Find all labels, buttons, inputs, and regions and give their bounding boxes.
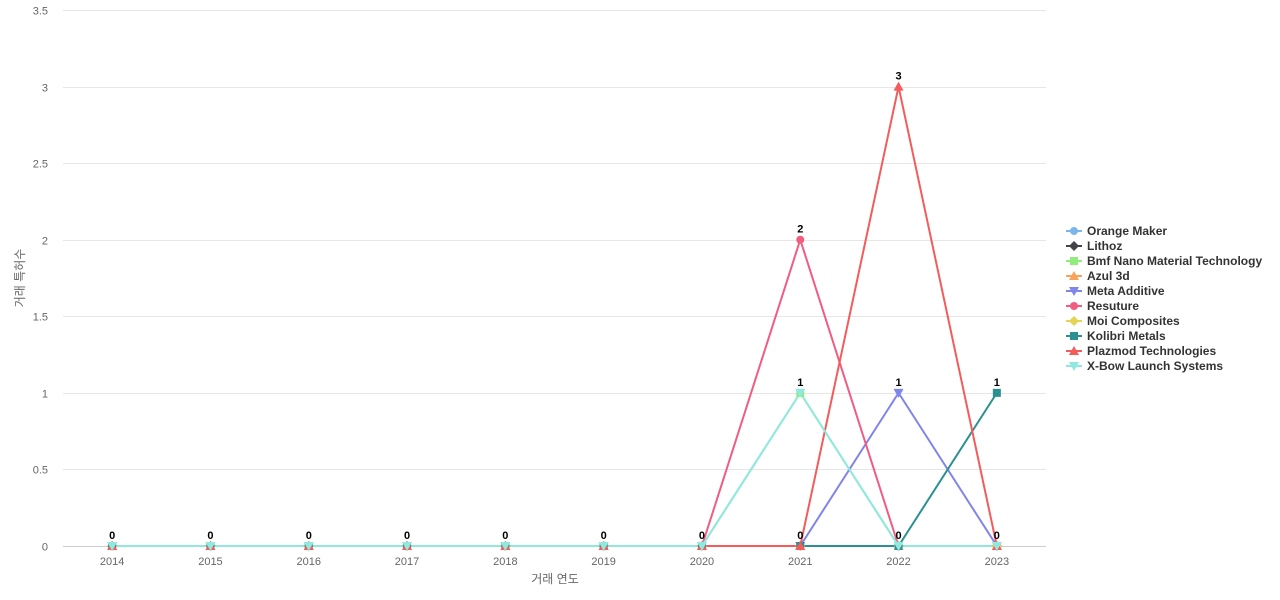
data-label: 1 [797, 377, 803, 389]
y-tick-label: 1 [42, 389, 48, 401]
y-axis-title: 거래 특허수 [13, 249, 27, 308]
data-label: 0 [207, 530, 213, 542]
y-tick-label: 0 [42, 542, 48, 554]
legend-marker [1070, 302, 1078, 310]
x-tick-label: 2016 [297, 556, 321, 568]
x-tick-label: 2019 [591, 556, 615, 568]
legend-label: Plazmod Technologies [1087, 344, 1216, 358]
legend-label: Azul 3d [1087, 269, 1130, 283]
legend-item: Azul 3d [1066, 269, 1130, 283]
series-lines [112, 85, 998, 547]
legend-marker [1069, 346, 1079, 355]
x-tick-label: 2017 [395, 556, 419, 568]
data-label: 2 [797, 224, 803, 236]
x-axis-ticks: 2014 2015 2016 2017 2018 2019 2020 2021 2022 2023 [100, 556, 1009, 568]
x-tick-label: 2018 [493, 556, 517, 568]
data-label: 0 [404, 530, 410, 542]
legend-item: Plazmod Technologies [1066, 344, 1216, 358]
x-tick-label: 2023 [985, 556, 1009, 568]
x-tick-label: 2015 [198, 556, 222, 568]
data-label: 0 [797, 530, 803, 542]
legend-marker [1070, 257, 1078, 265]
x-tick-label: 2021 [788, 556, 812, 568]
data-label: 0 [502, 530, 508, 542]
series-markers [107, 81, 1002, 551]
data-point [893, 81, 904, 91]
x-tick-label: 2014 [100, 556, 124, 568]
data-point [893, 388, 904, 398]
data-point [107, 542, 118, 551]
data-point [598, 542, 609, 551]
data-point [991, 542, 1002, 551]
legend-marker [1069, 271, 1079, 280]
data-point [795, 541, 806, 550]
data-point [696, 542, 707, 551]
legend-label: Meta Additive [1087, 284, 1165, 298]
series-line-9 [112, 391, 997, 547]
legend-marker [1069, 241, 1079, 251]
data-point [992, 388, 1001, 397]
data-point [205, 542, 216, 551]
x-axis-title: 거래 연도 [531, 572, 579, 586]
y-tick-label: 2 [42, 236, 48, 248]
data-point [893, 542, 904, 551]
data-point [796, 235, 805, 244]
data-point [795, 388, 806, 398]
data-point [402, 542, 413, 551]
legend-item: Meta Additive [1066, 284, 1165, 298]
data-label: 1 [895, 377, 901, 389]
legend-item: Lithoz [1066, 239, 1122, 253]
legend-label: Bmf Nano Material Technology [1087, 254, 1262, 268]
grid-lines [63, 10, 1046, 470]
legend-label: Lithoz [1087, 239, 1122, 253]
legend-item: Resuture [1066, 299, 1139, 313]
data-labels: 0 0 0 0 0 0 0 2 1 0 3 1 0 1 0 [109, 71, 1000, 542]
data-label: 0 [994, 530, 1000, 542]
legend-marker [1069, 287, 1079, 296]
data-label: 0 [601, 530, 607, 542]
legend-item: X-Bow Launch Systems [1066, 359, 1223, 373]
legend-marker [1070, 332, 1078, 340]
y-tick-label: 3 [42, 83, 48, 95]
legend-item: Kolibri Metals [1066, 329, 1166, 343]
data-label: 0 [306, 530, 312, 542]
x-tick-label: 2020 [690, 556, 714, 568]
x-tick-label: 2022 [886, 556, 910, 568]
legend-marker [1069, 362, 1079, 371]
legend-marker [1069, 316, 1079, 326]
series-line-5 [112, 238, 997, 547]
y-tick-label: 1.5 [33, 312, 48, 324]
data-label: 0 [895, 530, 901, 542]
legend-item: Orange Maker [1066, 224, 1167, 238]
legend-marker [1070, 227, 1078, 235]
legend-item: Bmf Nano Material Technology [1066, 254, 1262, 268]
legend-label: X-Bow Launch Systems [1087, 359, 1223, 373]
legend-label: Resuture [1087, 299, 1139, 313]
legend-label: Kolibri Metals [1087, 329, 1166, 343]
data-point [500, 542, 511, 551]
data-label: 0 [109, 530, 115, 542]
legend-item: Moi Composites [1066, 314, 1180, 328]
data-label: 0 [699, 530, 705, 542]
y-tick-label: 0.5 [33, 465, 48, 477]
y-tick-label: 3.5 [33, 6, 48, 18]
y-tick-label: 2.5 [33, 159, 48, 171]
legend-label: Orange Maker [1087, 224, 1167, 238]
data-point [303, 542, 314, 551]
data-label: 3 [895, 71, 901, 83]
data-label: 1 [994, 377, 1000, 389]
legend-label: Moi Composites [1087, 314, 1180, 328]
y-axis-ticks: 0 0.5 1 1.5 2 2.5 3 3.5 [33, 6, 48, 554]
